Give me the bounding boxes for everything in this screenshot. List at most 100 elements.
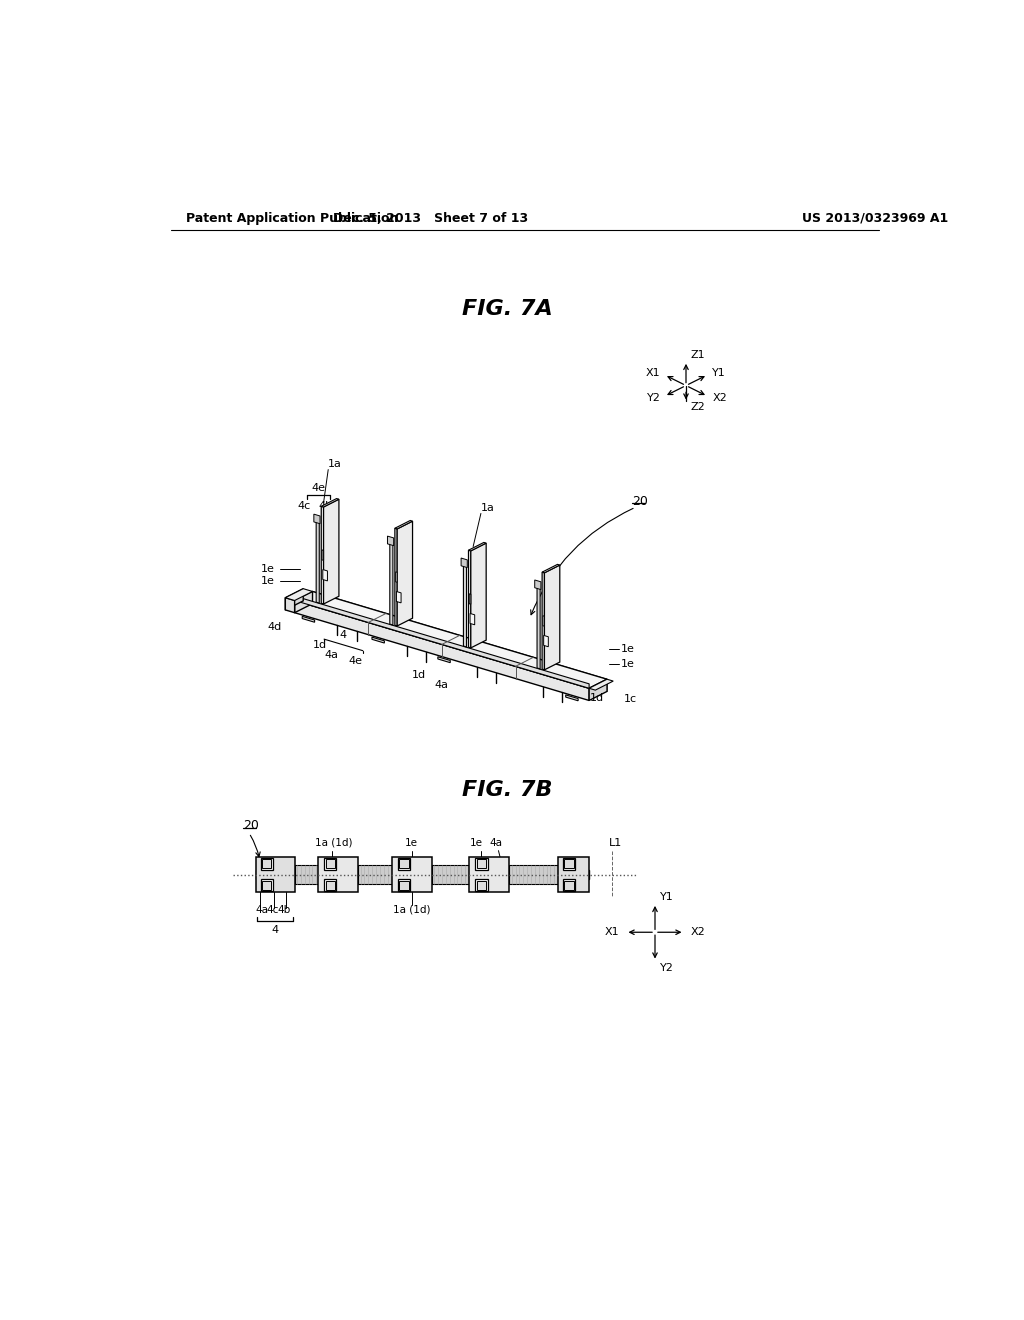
Polygon shape [469, 594, 471, 605]
Polygon shape [397, 858, 410, 870]
Polygon shape [295, 591, 607, 688]
Polygon shape [323, 569, 328, 581]
Text: Y2: Y2 [646, 393, 660, 403]
Polygon shape [564, 859, 573, 869]
Polygon shape [475, 858, 487, 870]
Text: 4e: 4e [349, 656, 362, 667]
Polygon shape [589, 680, 613, 690]
Text: 4a: 4a [256, 906, 268, 915]
Polygon shape [260, 879, 273, 891]
Polygon shape [324, 499, 339, 605]
Polygon shape [469, 857, 509, 892]
Text: Z1: Z1 [690, 350, 706, 360]
Polygon shape [509, 866, 558, 884]
Text: 4e: 4e [311, 483, 326, 492]
Polygon shape [262, 880, 271, 890]
Polygon shape [564, 880, 573, 890]
Text: 4c: 4c [297, 502, 310, 511]
Text: 1e: 1e [621, 644, 635, 653]
Polygon shape [322, 507, 324, 605]
Polygon shape [461, 558, 467, 568]
Polygon shape [390, 541, 393, 624]
Text: Dec. 5, 2013   Sheet 7 of 13: Dec. 5, 2013 Sheet 7 of 13 [333, 213, 527, 224]
Polygon shape [438, 657, 451, 663]
Text: 1e: 1e [621, 659, 635, 669]
Polygon shape [286, 589, 303, 610]
Text: 4a: 4a [489, 838, 503, 847]
Polygon shape [397, 521, 413, 626]
Polygon shape [469, 543, 486, 550]
Polygon shape [469, 550, 471, 648]
Text: Y1: Y1 [659, 892, 674, 902]
Text: 4: 4 [340, 630, 347, 640]
Text: 4d: 4d [267, 622, 282, 631]
Polygon shape [563, 858, 575, 870]
Polygon shape [477, 859, 486, 869]
Text: 4a: 4a [435, 680, 449, 690]
Text: 1a (1d): 1a (1d) [393, 906, 430, 915]
Text: 4: 4 [271, 925, 279, 935]
Text: X2: X2 [690, 927, 706, 937]
Polygon shape [260, 858, 273, 870]
Polygon shape [395, 528, 397, 626]
Text: 4c: 4c [266, 906, 280, 915]
Polygon shape [399, 880, 409, 890]
Text: X2: X2 [713, 393, 727, 403]
Polygon shape [542, 565, 560, 573]
Text: FIG. 7B: FIG. 7B [463, 780, 553, 800]
Text: 1c: 1c [624, 694, 637, 704]
Text: 1a (1d): 1a (1d) [315, 838, 353, 847]
Text: 1e: 1e [406, 838, 418, 847]
Polygon shape [322, 499, 339, 507]
Polygon shape [286, 598, 295, 612]
Polygon shape [312, 591, 607, 692]
Text: Y1: Y1 [713, 368, 726, 379]
Polygon shape [399, 859, 409, 869]
Polygon shape [432, 866, 469, 884]
Polygon shape [395, 572, 397, 582]
Polygon shape [295, 591, 312, 612]
Polygon shape [464, 564, 467, 647]
Polygon shape [563, 879, 575, 891]
Polygon shape [535, 579, 541, 590]
Polygon shape [324, 858, 337, 870]
Text: 1d: 1d [412, 669, 426, 680]
Text: 1e: 1e [261, 564, 274, 574]
Polygon shape [477, 880, 486, 890]
Polygon shape [542, 572, 545, 669]
Polygon shape [313, 513, 321, 524]
Polygon shape [326, 880, 335, 890]
Text: L1: L1 [609, 838, 623, 847]
Polygon shape [295, 866, 317, 884]
Polygon shape [372, 638, 384, 643]
Text: 1e: 1e [470, 838, 483, 847]
Polygon shape [391, 857, 432, 892]
Text: US 2013/0323969 A1: US 2013/0323969 A1 [802, 213, 948, 224]
Polygon shape [256, 870, 589, 879]
Text: X1: X1 [605, 927, 620, 937]
Text: 1e: 1e [261, 577, 274, 586]
Polygon shape [397, 879, 410, 891]
Polygon shape [475, 879, 487, 891]
Text: Patent Application Publication: Patent Application Publication [186, 213, 398, 224]
Polygon shape [316, 520, 319, 603]
Text: 1d: 1d [590, 693, 604, 704]
Polygon shape [295, 601, 589, 701]
Text: Z2: Z2 [690, 403, 706, 412]
Polygon shape [544, 635, 548, 647]
Polygon shape [395, 520, 413, 529]
Text: 4a: 4a [325, 651, 339, 660]
Text: 20: 20 [243, 818, 259, 832]
Polygon shape [302, 616, 314, 622]
Polygon shape [396, 591, 401, 603]
Polygon shape [295, 597, 589, 688]
Polygon shape [537, 586, 540, 669]
Text: 1a: 1a [329, 459, 342, 469]
Text: 1d: 1d [312, 640, 327, 649]
Text: X1: X1 [646, 368, 660, 379]
Polygon shape [322, 550, 324, 561]
Polygon shape [558, 857, 589, 892]
Polygon shape [326, 859, 335, 869]
Polygon shape [262, 859, 271, 869]
Polygon shape [358, 866, 391, 884]
